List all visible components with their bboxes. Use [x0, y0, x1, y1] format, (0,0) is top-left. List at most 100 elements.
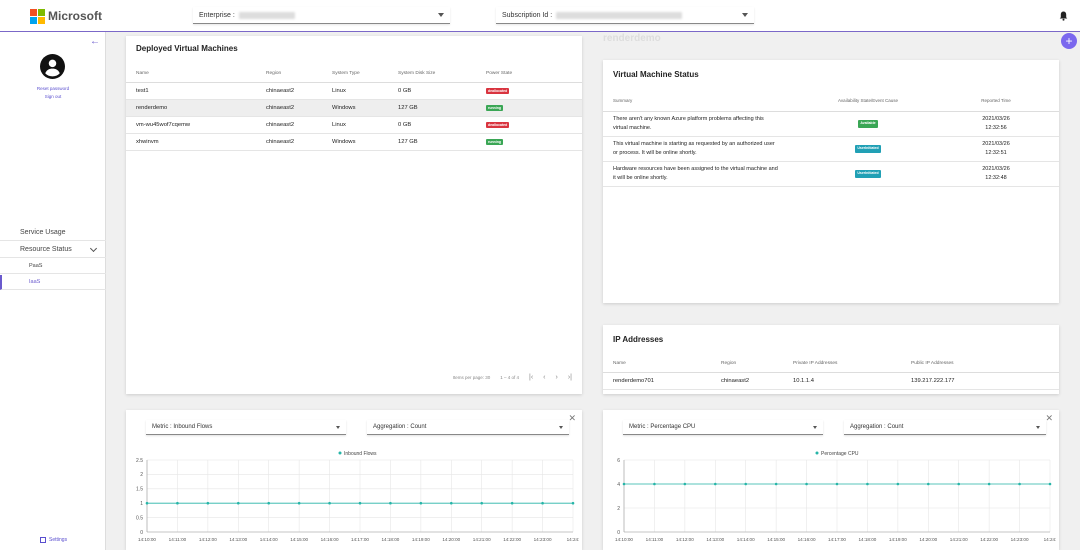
aggregation-select[interactable]: Aggregation : Count: [367, 420, 569, 435]
nav-service-usage[interactable]: Service Usage: [0, 224, 106, 241]
col-power-state: Power State: [486, 66, 582, 83]
table-row: This virtual machine is starting as requ…: [603, 136, 1059, 162]
y-tick-label: 1: [140, 501, 143, 507]
enterprise-select[interactable]: Enterprise :: [193, 7, 450, 24]
subscription-select[interactable]: Subscription Id :: [496, 7, 754, 24]
x-tick-label: 14:10:00: [615, 537, 633, 542]
reported-date: 2021/03/26: [982, 141, 1010, 148]
next-page-icon[interactable]: ›: [555, 374, 558, 381]
data-point: [480, 501, 484, 505]
chevron-down-icon: [813, 426, 817, 429]
x-tick-label: 14:15:00: [767, 537, 785, 542]
selected-vm-heading: renderdemo: [603, 33, 661, 44]
vm-name: test1: [126, 82, 266, 100]
vm-region: chinaeast2: [266, 82, 332, 100]
nav-paas[interactable]: PaaS: [0, 259, 106, 274]
legend-label: Percentage CPU: [821, 451, 859, 457]
deployed-vms-title: Deployed Virtual Machines: [136, 44, 238, 53]
x-tick-label: 14:22:00: [503, 537, 521, 542]
ip-title: IP Addresses: [613, 335, 664, 344]
x-tick-label: 14:12:00: [199, 537, 217, 542]
page-range: 1 – 4 of 4: [500, 375, 519, 380]
data-point: [683, 482, 687, 486]
y-tick-label: 0: [617, 530, 620, 536]
last-page-icon[interactable]: ›|: [567, 374, 572, 381]
x-tick-label: 14:17:00: [351, 537, 369, 542]
vm-status-card: Virtual Machine Status Summary Availabil…: [603, 60, 1059, 303]
microsoft-logo[interactable]: Microsoft: [30, 9, 102, 24]
metric-label: Metric :: [629, 424, 649, 430]
col-reported-time: Reported Time: [933, 91, 1059, 112]
chevron-down-icon: [336, 426, 340, 429]
table-row[interactable]: test1 chinaeast2 Linux 0 GB deallocated: [126, 82, 582, 100]
data-point: [541, 501, 544, 505]
vm-status-table: Summary Availability State/Event Cause R…: [603, 91, 1059, 187]
data-point: [744, 482, 748, 486]
reported-date: 2021/03/26: [982, 166, 1010, 173]
items-per-page[interactable]: Items per page: 30: [452, 375, 491, 380]
metric-label: Metric :: [152, 424, 172, 430]
aggregation-select[interactable]: Aggregation : Count: [844, 420, 1046, 435]
ip-addresses-card: IP Addresses Name Region Private IP Addr…: [603, 325, 1059, 394]
data-point: [571, 501, 575, 505]
data-point: [449, 501, 453, 505]
y-tick-label: 0.5: [136, 515, 143, 521]
col-availability: Availability State/Event Cause: [803, 91, 933, 112]
table-row[interactable]: renderdemo chinaeast2 Windows 127 GB run…: [126, 99, 582, 117]
chevron-down-icon: [89, 244, 98, 253]
status-badge: UserInitiated: [855, 145, 881, 153]
col-system-type: System Type: [332, 66, 398, 83]
table-row[interactable]: xhwinvm chinaeast2 Windows 127 GB runnin…: [126, 133, 582, 151]
metric-select[interactable]: Metric : Percentage CPU: [623, 420, 823, 435]
close-icon[interactable]: ✕: [1045, 413, 1053, 423]
brand-name: Microsoft: [48, 9, 102, 23]
enterprise-label: Enterprise :: [199, 11, 235, 19]
subscription-value-redacted: [556, 11, 683, 19]
x-tick-label: 14:16:00: [798, 537, 816, 542]
notification-bell-icon[interactable]: [1059, 11, 1068, 21]
table-row[interactable]: vm-wu45wof7cqemw chinaeast2 Linux 0 GB d…: [126, 116, 582, 134]
reset-password-link[interactable]: Reset password: [36, 86, 70, 91]
col-public-ip: Public IP Addresses: [911, 356, 1059, 373]
y-tick-label: 2.5: [136, 458, 143, 464]
aggregation-value: Count: [887, 424, 904, 430]
settings-label: Settings: [49, 537, 68, 543]
vm-name: renderdemo: [126, 99, 266, 117]
vm-type: Windows: [332, 133, 398, 151]
data-point: [1048, 482, 1052, 486]
x-tick-label: 14:18:00: [858, 537, 876, 542]
collapse-arrow-icon[interactable]: ←: [90, 36, 100, 47]
data-point: [510, 501, 514, 505]
first-page-icon[interactable]: |‹: [529, 374, 534, 381]
data-point: [653, 482, 656, 486]
data-point: [297, 501, 301, 505]
y-tick-label: 1.5: [136, 487, 143, 493]
add-button[interactable]: +: [1061, 33, 1077, 49]
x-tick-label: 14:11:00: [169, 537, 187, 542]
y-tick-label: 4: [617, 482, 620, 488]
vm-disk: 127 GB: [398, 133, 486, 151]
x-tick-label: 14:19:00: [412, 537, 430, 542]
ip-name: renderdemo701: [603, 372, 721, 390]
metric-select[interactable]: Metric : Inbound Flows: [146, 420, 346, 435]
data-point: [328, 501, 331, 505]
settings-link[interactable]: Settings: [40, 537, 67, 543]
sidebar: ← Reset password Sign out Service Usage …: [0, 32, 106, 550]
close-icon[interactable]: ✕: [568, 413, 576, 423]
nav-iaas[interactable]: IaaS: [0, 275, 106, 290]
legend-marker: [338, 451, 342, 455]
reported-time: 12:32:51: [985, 149, 1007, 156]
x-tick-label: 14:21:00: [473, 537, 491, 542]
prev-page-icon[interactable]: ‹: [543, 374, 546, 381]
nav-resource-status[interactable]: Resource Status: [0, 241, 106, 258]
nav-paas-label: PaaS: [29, 263, 43, 269]
sign-out-link[interactable]: Sign out: [44, 94, 62, 99]
metric-value: Percentage CPU: [650, 424, 696, 430]
vm-disk: 0 GB: [398, 82, 486, 100]
status-badge: deallocated: [486, 87, 510, 94]
data-point: [957, 482, 961, 486]
col-name: Name: [126, 66, 266, 83]
nav-iaas-label: IaaS: [29, 279, 41, 285]
data-point: [1018, 482, 1021, 486]
col-ip-name: Name: [603, 356, 721, 373]
